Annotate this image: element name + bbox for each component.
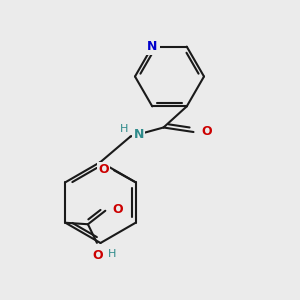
Text: O: O: [201, 125, 211, 139]
Text: N: N: [147, 40, 158, 53]
Text: O: O: [98, 163, 109, 176]
Text: N: N: [134, 128, 144, 142]
Text: O: O: [112, 203, 123, 216]
Text: H: H: [108, 249, 117, 259]
Text: H: H: [120, 124, 128, 134]
Text: O: O: [92, 249, 103, 262]
